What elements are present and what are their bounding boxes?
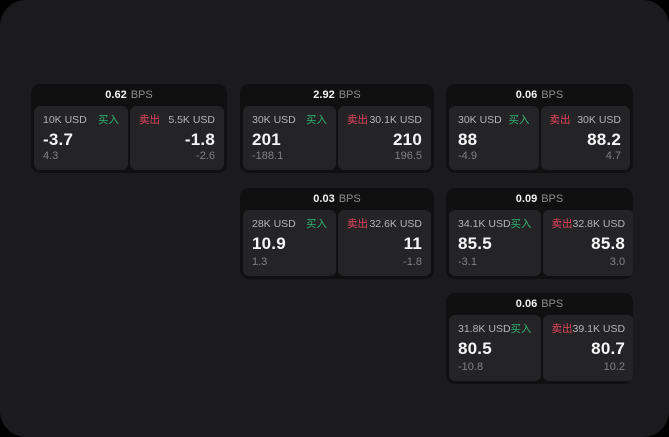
sell-price: 88.2	[587, 130, 621, 149]
buy-side-label: 买入	[508, 114, 530, 126]
sell-amount: 32.8K USD	[572, 218, 626, 230]
spread-header: 0.06 BPS	[446, 84, 633, 106]
sell-tile[interactable]: 卖出 30.1K USD 210 196.5	[338, 106, 431, 170]
spread-unit: BPS	[541, 89, 564, 101]
spread-header: 2.92 BPS	[240, 84, 434, 106]
spread-value: 0.06	[515, 298, 538, 310]
spread-header: 0.09 BPS	[446, 188, 633, 210]
quote-card-2: 2.92 BPS 30K USD 买入 201 -188.1 卖出 30.1K …	[240, 84, 434, 173]
sell-tile[interactable]: 卖出 5.5K USD -1.8 -2.6	[130, 106, 224, 170]
spread-header: 0.06 BPS	[446, 293, 633, 315]
buy-amount: 10K USD	[43, 114, 87, 126]
spread-unit: BPS	[338, 193, 361, 205]
spread-value: 0.06	[515, 89, 538, 101]
sell-side-label: 卖出	[347, 114, 368, 126]
buy-amount: 30K USD	[458, 114, 502, 126]
sell-amount: 5.5K USD	[168, 114, 215, 126]
buy-tile[interactable]: 31.8K USD 买入 80.5 -10.8	[449, 315, 541, 381]
buy-side-label: 买入	[98, 114, 119, 126]
quote-card-3: 0.06 BPS 30K USD 买入 88 -4.9 卖出 30K USD 8…	[446, 84, 633, 173]
buy-price: 201	[252, 130, 281, 149]
spread-unit: BPS	[541, 298, 564, 310]
sell-tile[interactable]: 卖出 32.6K USD 11 -1.8	[338, 210, 431, 276]
sell-price: -1.8	[184, 130, 215, 149]
buy-delta: -10.8	[458, 361, 484, 373]
sell-tile[interactable]: 卖出 39.1K USD 80.7 10.2	[542, 315, 633, 381]
sell-side-label: 卖出	[347, 218, 368, 230]
spread-unit: BPS	[130, 89, 153, 101]
sell-price: 11	[403, 234, 422, 253]
buy-price: 10.9	[252, 234, 286, 253]
buy-price: 80.5	[458, 339, 492, 358]
buy-delta: 1.3	[252, 256, 268, 268]
buy-side-label: 买入	[510, 323, 532, 335]
sell-amount: 32.6K USD	[369, 218, 422, 230]
sell-tile[interactable]: 卖出 32.8K USD 85.8 3.0	[542, 210, 633, 276]
sell-tile[interactable]: 卖出 30K USD 88.2 4.7	[540, 106, 630, 170]
sell-amount: 30.1K USD	[369, 114, 422, 126]
sell-delta: 10.2	[603, 361, 626, 373]
sell-price: 80.7	[591, 339, 626, 358]
buy-amount: 34.1K USD	[458, 218, 511, 230]
buy-side-label: 买入	[306, 114, 327, 126]
sell-delta: -1.8	[403, 256, 422, 268]
spread-value: 0.03	[313, 193, 335, 205]
sell-price: 85.8	[591, 234, 626, 253]
sell-delta: 4.7	[605, 150, 621, 162]
buy-side-label: 买入	[306, 218, 327, 230]
sell-side-label: 卖出	[551, 323, 573, 335]
buy-delta: -3.1	[458, 256, 477, 268]
buy-tile[interactable]: 10K USD 买入 -3.7 4.3	[34, 106, 128, 170]
buy-amount: 31.8K USD	[458, 323, 511, 335]
quote-card-1: 0.62 BPS 10K USD 买入 -3.7 4.3 卖出 5.5K USD…	[31, 84, 227, 173]
buy-side-label: 买入	[510, 218, 532, 230]
spread-unit: BPS	[541, 193, 564, 205]
sell-delta: 3.0	[609, 256, 626, 268]
spread-unit: BPS	[338, 89, 361, 101]
sell-delta: 196.5	[394, 150, 422, 162]
spread-value: 0.62	[105, 89, 127, 101]
buy-tile[interactable]: 30K USD 买入 88 -4.9	[449, 106, 539, 170]
buy-amount: 30K USD	[252, 114, 296, 126]
buy-tile[interactable]: 28K USD 买入 10.9 1.3	[243, 210, 336, 276]
sell-amount: 30K USD	[577, 114, 621, 126]
sell-side-label: 卖出	[139, 114, 160, 126]
sell-delta: -2.6	[196, 150, 215, 162]
buy-delta: 4.3	[43, 150, 59, 162]
buy-amount: 28K USD	[252, 218, 296, 230]
buy-delta: -188.1	[252, 150, 284, 162]
spread-header: 0.62 BPS	[31, 84, 227, 106]
sell-price: 210	[393, 130, 422, 149]
buy-tile[interactable]: 34.1K USD 买入 85.5 -3.1	[449, 210, 541, 276]
buy-price: 88	[458, 130, 478, 149]
quote-card-6: 0.06 BPS 31.8K USD 买入 80.5 -10.8 卖出 39.1…	[446, 293, 633, 384]
buy-delta: -4.9	[458, 150, 477, 162]
spread-value: 2.92	[313, 89, 335, 101]
buy-price: -3.7	[43, 130, 74, 149]
sell-amount: 39.1K USD	[572, 323, 626, 335]
quote-card-5: 0.09 BPS 34.1K USD 买入 85.5 -3.1 卖出 32.8K…	[446, 188, 633, 279]
buy-tile[interactable]: 30K USD 买入 201 -188.1	[243, 106, 336, 170]
buy-price: 85.5	[458, 234, 492, 253]
quote-card-4: 0.03 BPS 28K USD 买入 10.9 1.3 卖出 32.6K US…	[240, 188, 434, 279]
sell-side-label: 卖出	[551, 218, 573, 230]
spread-header: 0.03 BPS	[240, 188, 434, 210]
spread-value: 0.09	[515, 193, 538, 205]
sell-side-label: 卖出	[549, 114, 571, 126]
